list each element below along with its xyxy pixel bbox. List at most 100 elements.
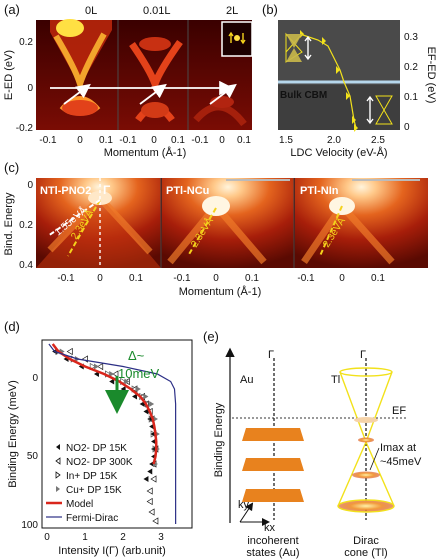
au-label: Au (240, 374, 253, 386)
shift-arrow-1 (63, 83, 91, 105)
panel-e-ylabel: Binding Energy (213, 402, 225, 477)
point-no2-dp-15k-8 (143, 408, 149, 415)
inset-spot (234, 35, 240, 41)
bulk-cbm-label: Bulk CBM (280, 90, 327, 101)
legend-no2-300k: NO2- DP 300K (66, 457, 133, 468)
panel-b-ytick-1: 0.2 (404, 62, 418, 73)
panel-d-ytick-2: 100 (21, 520, 38, 531)
panel-d-xtick-2: 2 (120, 532, 126, 543)
panel-label-b: (b) (262, 2, 278, 17)
dirac-label-1: Dirac (353, 535, 379, 547)
panel-c-title-2: PTl-NCu (166, 185, 209, 197)
ky-label: ky (238, 499, 250, 511)
panel-c-xtick-1: 0 (97, 273, 103, 284)
panel-d-xlabel: Intensity I(Γ) (arb.unit) (58, 545, 166, 557)
cone-icon-bottom (366, 95, 393, 125)
velocity-dashed-lines (67, 199, 343, 257)
legend-model: Model (66, 499, 93, 510)
panel-a-xtick-5: 0.1 (171, 135, 185, 146)
panel-b-xlabel: LDC Velocity (eV-Å) (290, 146, 387, 159)
legend-marker-cu-15k (56, 486, 60, 492)
au-gamma-label: Γ (268, 349, 274, 361)
panel-c-xtick-2: 0.1 (129, 273, 143, 284)
panel-a-title-0L: 0L (85, 5, 97, 17)
panel-c-xlabel: Momentum (Å-1) (179, 285, 262, 298)
point-no2-dp-300k-16 (148, 508, 155, 516)
panel-a-xtick-0: -0.1 (39, 135, 57, 146)
panel-label-d: (d) (4, 319, 20, 334)
legend-marker-no2-15k (56, 444, 60, 450)
point-no2-dp-300k-4 (123, 377, 130, 386)
shift-arrow-2 (139, 83, 167, 105)
point-cu-dp-15k-7 (149, 401, 155, 407)
ky-axis (239, 502, 254, 523)
panel-c-xtick-7: 0 (339, 273, 345, 284)
point-no2-dp-15k-4 (109, 378, 115, 385)
panel-b-xtick-2: 2.5 (371, 135, 385, 146)
white-dashed-line (47, 199, 101, 237)
panel-a-xtick-1: 0 (77, 135, 83, 146)
point-cu-dp-15k-4 (124, 378, 130, 385)
legend-fermi: Fermi-Dirac (66, 513, 118, 524)
dirac-label-2: cone (Tl) (344, 547, 387, 559)
panel-d-xtick-3: 3 (158, 532, 164, 543)
point-no2-dp-300k-17 (152, 517, 159, 525)
point-no2-dp-300k-0 (66, 347, 73, 356)
panel-c-xtick-0: -0.1 (57, 273, 75, 284)
point-no2-dp-300k-3 (112, 370, 119, 378)
panel-b-ytick-2: 0.1 (404, 92, 418, 103)
panel-d-data (48, 343, 177, 525)
panel-a-title-2L: 2L (226, 5, 238, 17)
panel-a-title-001L: 0.01L (143, 5, 171, 17)
panel-c-title-1: NTl-PNO2 (40, 185, 91, 197)
kx-label: kx (264, 522, 276, 534)
panel-a-xtick-8: 0.1 (237, 135, 251, 146)
panel-a-ylabel: E-ED (eV) (3, 50, 15, 100)
point-cu-dp-15k-3 (109, 371, 115, 377)
panel-c-ylabel: Bind. Energy (3, 192, 15, 255)
legend-in-15k: In+ DP 15K (66, 471, 118, 482)
panel-b-xtick-1: 2.0 (327, 135, 341, 146)
series-line-model (51, 343, 158, 465)
panel-c-xtick-5: 0.1 (245, 273, 259, 284)
imax-label-2: ~45meV (380, 456, 422, 468)
panel-d: (d) Δ~ 10meV NO2- DP 15K NO2- DP 300K In… (4, 319, 193, 557)
panel-a-ytick-2: -0.2 (16, 123, 34, 134)
point-in-dp-15k-9 (150, 430, 157, 438)
imax-leader (369, 447, 380, 471)
panel-b-ylabel: EF-ED (eV) (425, 47, 436, 104)
panel-label-e: (e) (203, 329, 219, 344)
delta-label: Δ~ (128, 348, 145, 363)
tl-gamma-label: Γ (360, 349, 366, 361)
panel-c-ytick-0: 0 (27, 180, 33, 191)
panel-d-xtick-0: 0 (44, 532, 50, 543)
incoherent-label-2: states (Au) (246, 547, 299, 559)
panel-b-ytick-0: 0.3 (404, 32, 418, 43)
panel-label-a: (a) (4, 2, 20, 17)
point-in-dp-15k-2 (89, 362, 96, 371)
imax-label-1: Imax at (380, 442, 416, 454)
panel-d-xtick-1: 1 (82, 532, 88, 543)
point-no2-dp-15k-6 (132, 393, 138, 400)
delta-value: 10meV (118, 366, 160, 381)
point-cu-dp-15k-2 (93, 363, 99, 370)
legend-marker-no2-300k (55, 457, 61, 465)
panel-b-ytick-3: 0 (404, 122, 410, 133)
panel-a-ytick-0: 0.2 (19, 37, 33, 48)
velocity-markers (300, 30, 358, 132)
panel-d-legend: NO2- DP 15K NO2- DP 300K In+ DP 15K Cu+ … (46, 443, 133, 524)
panel-c-ytick-1: 0.2 (19, 220, 33, 231)
panel-d-frame (41, 339, 193, 529)
panel-c-xtick-6: -0.1 (297, 273, 315, 284)
panel-d-ytick-1: 50 (27, 451, 39, 462)
panel-d-ylabel: Binding Energy (meV) (7, 380, 19, 488)
velocity-trend (299, 33, 357, 129)
series-line-fermi-dirac (48, 343, 177, 524)
panel-a-xtick-4: 0 (151, 135, 157, 146)
fermi-level-label: EF (392, 405, 406, 417)
tl-label: Tl (331, 374, 340, 386)
point-cu-dp-15k-5 (135, 386, 141, 392)
legend-no2-15k: NO2- DP 15K (66, 443, 127, 454)
incoherent-label-1: incoherent (247, 535, 298, 547)
